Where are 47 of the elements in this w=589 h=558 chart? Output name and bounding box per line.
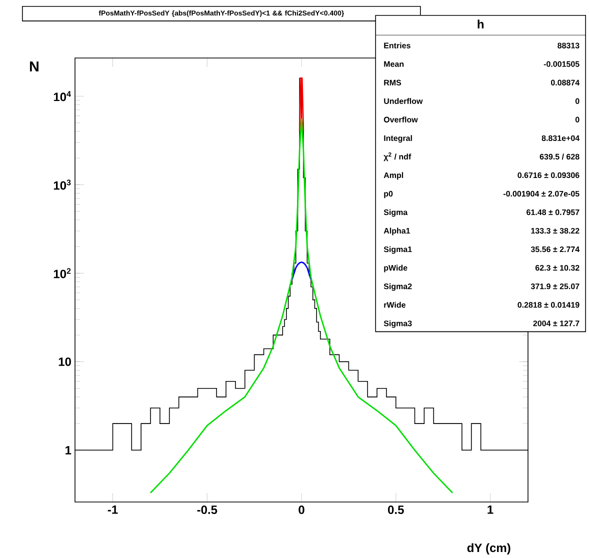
annotation: pWide <box>384 264 408 272</box>
annotation: Alpha1 <box>384 228 410 236</box>
x-tick-label: -0.5 <box>197 506 218 514</box>
annotation: 0.6716 ± 0.09306 <box>518 172 580 178</box>
line-series <box>291 262 312 280</box>
text: 133.3 ± 38.22 <box>531 228 580 234</box>
annotation: 0.2818 ± 0.01419 <box>518 302 580 308</box>
y-axis-title: N <box>30 62 38 72</box>
annotation: Sigma <box>384 209 408 217</box>
annotation: 61.48 ± 0.7957 <box>526 210 580 216</box>
annotation: Sigma3 <box>384 320 412 328</box>
text: 0 <box>575 116 580 123</box>
annotation: Overflow <box>384 116 418 123</box>
annotation: χ$^{2}$ / ndf <box>384 152 412 162</box>
text: 35.56 ± 2.774 <box>530 246 580 252</box>
x-tick-label: 1 <box>488 506 494 514</box>
text: -0.001505 <box>544 61 580 67</box>
text: 88313 <box>558 42 580 48</box>
y-tick-label: 10 <box>58 358 71 366</box>
text: 2004 ± 127.7 <box>533 320 580 326</box>
text: 62.3 ± 10.32 <box>535 265 580 271</box>
x-axis-title: dY (cm) <box>467 543 510 555</box>
y-tick-label: 10$^{3}$ <box>54 180 71 190</box>
text: 0 <box>575 98 580 104</box>
text: Entries <box>384 42 410 48</box>
text: 639.5 / 628 <box>540 154 580 160</box>
annotation: -0.001904 ± 2.07e-05 <box>503 191 580 197</box>
annotation: Integral <box>384 135 412 143</box>
x-tick-label: 0 <box>298 506 304 514</box>
annotation: Sigma1 <box>384 246 412 254</box>
annotation: p0 <box>384 191 393 198</box>
text: 371.9 ± 25.07 <box>530 284 580 290</box>
text: 8.831e+04 <box>542 135 580 142</box>
y-tick-label: 10$^{2}$ <box>54 268 71 278</box>
y-tick-label: 10$^{4}$ <box>54 91 71 102</box>
annotation: Mean <box>384 61 404 67</box>
text: h <box>478 20 484 28</box>
line-series <box>150 118 454 494</box>
text: 0.08874 <box>550 80 580 86</box>
annotation: Ampl <box>384 172 404 180</box>
x-tick-label: 0.5 <box>388 506 404 514</box>
y-tick-label: 1 <box>66 446 72 454</box>
annotation: rWide <box>384 302 406 308</box>
x-tick-label: -1 <box>108 506 118 514</box>
annotation: Underflow <box>384 98 423 104</box>
annotation: RMS <box>384 80 402 86</box>
annotation: Sigma2 <box>384 283 412 291</box>
